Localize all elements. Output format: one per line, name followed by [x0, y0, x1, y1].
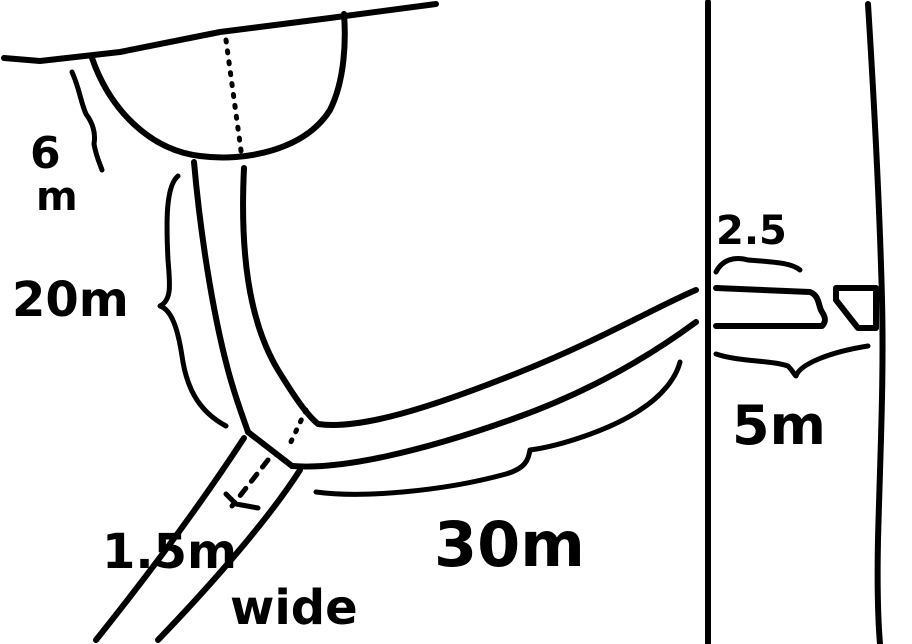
shoreline	[1, 1, 439, 64]
width-word-label: wide	[230, 580, 358, 636]
junction-stub-left	[245, 429, 295, 469]
bridge-far-landing	[833, 285, 879, 331]
bridge-length-label: 5m	[732, 394, 826, 457]
diagonal-path-bottom-edge	[289, 319, 699, 470]
width-bracket	[223, 491, 261, 511]
bridge-length-bracket	[713, 343, 871, 379]
lower-path-right-edge	[155, 467, 303, 643]
pond-outline	[89, 11, 348, 161]
river-right-bank	[865, 1, 886, 644]
bridge-width-label: 2.5	[716, 208, 787, 254]
diagonal-path-length-label: 30m	[434, 508, 585, 581]
lower-path-left-edge	[93, 435, 247, 643]
bridge-top-plank	[713, 285, 828, 329]
vertical-path-left-edge	[191, 159, 251, 435]
width-measure-line	[229, 457, 271, 509]
vertical-path-bracket	[157, 173, 229, 429]
pond-depth-unit: m	[36, 174, 78, 220]
junction-dotted-line	[285, 407, 309, 451]
pond-depth-bracket	[69, 69, 105, 173]
vertical-path-length-label: 20m	[12, 272, 129, 328]
diagonal-path-bracket	[313, 359, 683, 497]
bridge-width-bracket	[713, 256, 803, 275]
pond-depth-number: 6	[30, 128, 61, 179]
pond-center-line	[223, 37, 245, 161]
width-value-label: 1.5m	[102, 524, 237, 580]
diagonal-path-top-edge	[315, 287, 699, 428]
vertical-path-right-edge	[240, 165, 321, 427]
